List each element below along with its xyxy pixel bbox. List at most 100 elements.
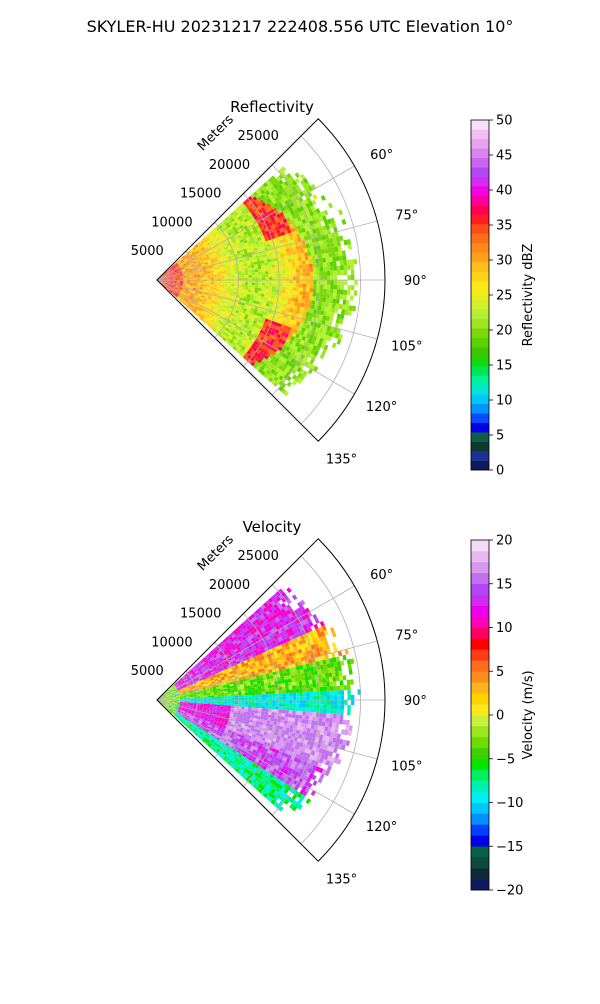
data-cell [319, 293, 323, 298]
data-cell [330, 691, 334, 696]
data-cell [286, 283, 290, 287]
data-cell [261, 291, 265, 294]
data-cell [247, 265, 251, 268]
data-cell [244, 289, 248, 292]
azimuth-tick-label: 105° [391, 339, 422, 354]
data-cell [286, 277, 290, 281]
data-cell [291, 675, 295, 679]
data-cell [268, 265, 272, 268]
data-cell [295, 258, 299, 262]
data-cell [252, 283, 256, 286]
data-cell [269, 286, 273, 289]
colorbar-swatch [471, 262, 489, 272]
data-cell [248, 273, 252, 276]
data-cell [289, 266, 293, 270]
data-cell [281, 680, 285, 684]
data-cell [308, 256, 312, 261]
data-cell [211, 697, 214, 699]
data-cell [248, 270, 252, 273]
data-cell [333, 294, 337, 299]
data-cell [282, 270, 286, 274]
data-cell [312, 194, 317, 200]
data-cell [268, 709, 272, 712]
data-cell [248, 268, 252, 271]
data-cell [313, 712, 317, 716]
data-cell [265, 289, 269, 292]
colorbar-swatch [471, 404, 489, 414]
data-cell [283, 700, 287, 703]
data-cell [292, 291, 296, 295]
data-cell [264, 294, 268, 297]
data-cell [218, 702, 222, 704]
data-cell [255, 280, 258, 283]
data-cell [265, 277, 269, 280]
data-cell [322, 253, 326, 258]
data-cell [218, 697, 222, 699]
data-cell [310, 280, 313, 284]
data-cell [343, 675, 347, 680]
data-cell [207, 697, 210, 699]
data-cell [347, 690, 351, 695]
data-cell [231, 284, 235, 286]
data-cell [286, 707, 290, 711]
data-cell [336, 714, 340, 719]
data-cell [336, 294, 340, 299]
data-cell [334, 691, 338, 696]
data-cell [211, 703, 215, 705]
colorbar-swatch [471, 375, 489, 385]
data-cell [200, 698, 204, 699]
data-cell [281, 677, 285, 681]
data-cell [287, 724, 291, 728]
data-cell [282, 293, 286, 297]
data-cell [334, 705, 338, 710]
data-cell [296, 689, 300, 693]
data-cell [323, 289, 327, 294]
data-cell [306, 288, 310, 292]
data-cell [348, 695, 352, 700]
range-tick-label: 15000 [180, 187, 221, 202]
data-cell [269, 277, 273, 280]
data-cell [284, 717, 288, 721]
data-cell [329, 257, 333, 262]
data-cell [235, 696, 239, 698]
data-cell [299, 685, 303, 689]
data-cell [344, 270, 348, 275]
data-cell [293, 280, 296, 284]
data-cell [320, 276, 324, 280]
data-cell [258, 288, 262, 291]
data-cell [187, 701, 190, 702]
data-cell [298, 295, 302, 299]
data-cell [286, 587, 292, 593]
data-cell [262, 692, 266, 695]
data-cell [289, 269, 293, 273]
data-cell [337, 709, 341, 714]
data-cell [255, 708, 259, 711]
data-cell [228, 704, 232, 706]
data-cell [349, 725, 353, 731]
data-cell [285, 683, 289, 687]
data-cell [207, 284, 211, 286]
data-cell [187, 281, 190, 282]
data-cell [283, 277, 287, 280]
data-cell [269, 271, 273, 274]
data-cell [245, 287, 249, 290]
data-cell [337, 686, 341, 691]
data-cell [313, 704, 317, 708]
data-cell [313, 268, 317, 272]
data-cell [268, 682, 272, 685]
data-cell [340, 294, 344, 299]
colorbar-swatch [471, 300, 489, 310]
data-cell [221, 282, 225, 284]
data-cell [214, 282, 218, 284]
data-cell [294, 302, 298, 306]
data-cell [245, 693, 249, 696]
data-cell [319, 678, 323, 683]
data-cell [272, 691, 276, 694]
data-cell [327, 709, 331, 714]
data-cell [332, 719, 336, 724]
data-cell [344, 290, 348, 295]
data-cell [302, 292, 306, 296]
data-cell [293, 700, 296, 704]
data-cell [335, 724, 339, 729]
data-cell [306, 692, 310, 696]
